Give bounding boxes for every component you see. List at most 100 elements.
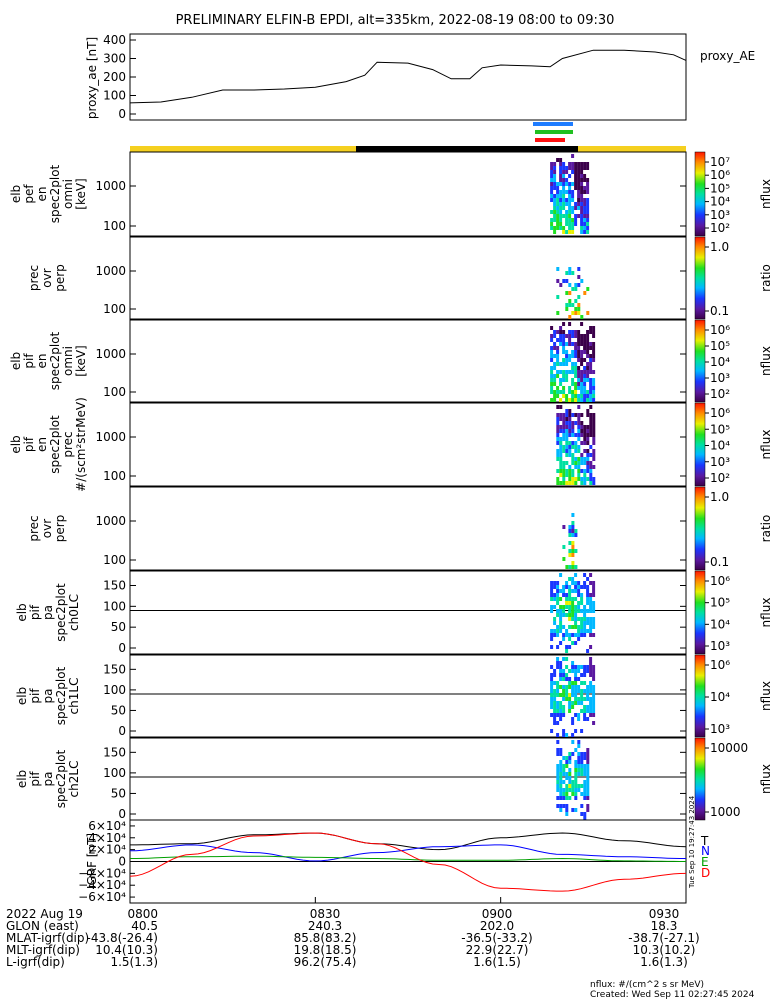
spec-cell <box>565 437 569 441</box>
footer-row-value: -38.7(-27.1) <box>628 931 699 945</box>
spec-cell <box>568 637 572 641</box>
spec-cell <box>562 804 566 808</box>
spec-cell <box>553 717 557 721</box>
spec-cell <box>559 441 563 445</box>
spec-cell <box>556 158 560 162</box>
spec-cell <box>562 589 566 593</box>
spec-cell <box>580 709 584 713</box>
spec-cell <box>586 230 590 234</box>
spec-cell <box>577 166 581 170</box>
spec-cell <box>571 589 575 593</box>
spec-cell <box>550 729 554 733</box>
spec-cell <box>586 784 590 788</box>
colorbar-tick-label: 10⁷ <box>710 155 730 169</box>
spec-cell <box>586 425 590 429</box>
spec-cell <box>583 218 587 222</box>
spec-cell <box>556 601 560 605</box>
spec-cell <box>559 709 563 713</box>
spec-cell <box>580 469 584 473</box>
spec-cell <box>577 788 581 792</box>
spec-cell <box>568 342 572 346</box>
spec-cell <box>550 210 554 214</box>
panel-ylabel-line: prec <box>61 431 75 457</box>
panel-ylabel-line: pif <box>28 688 42 704</box>
igrf-series-T <box>130 832 687 851</box>
spectrogram-panel-8: 150 100 50 0 elb pif pa spec2plot ch2LC <box>15 737 687 821</box>
spec-cell <box>583 752 587 756</box>
spec-cell <box>559 413 563 417</box>
spec-cell <box>550 681 554 685</box>
spec-cell <box>580 386 584 390</box>
spec-cell <box>562 593 566 597</box>
spec-cell <box>589 709 593 713</box>
spec-cell <box>562 796 566 800</box>
colorbar-3: 10⁶ 10⁵ 10⁴ 10³ 10² nflux <box>694 319 773 403</box>
spec-cell <box>559 481 563 485</box>
spec-cell <box>574 776 578 780</box>
spec-cell <box>592 605 596 609</box>
spec-cell <box>562 693 566 697</box>
spec-cell <box>553 713 557 717</box>
spec-cell <box>571 429 575 433</box>
spec-cell <box>556 764 560 768</box>
spec-cell <box>568 417 572 421</box>
spec-cell <box>565 593 569 597</box>
spec-cell <box>559 677 563 681</box>
spec-cell <box>592 457 596 461</box>
spec-cell <box>571 425 575 429</box>
spec-cell <box>562 378 566 382</box>
spec-cell <box>568 230 572 234</box>
spec-cell <box>550 637 554 641</box>
footer-note-nflux: nflux: #/(cm^2 s sr MeV) <box>590 980 704 990</box>
spec-cell <box>568 577 572 581</box>
panel-tick-label: 0 <box>118 641 126 655</box>
spec-cell <box>568 589 572 593</box>
igrf-tick-label: −2×10⁴ <box>78 866 126 880</box>
spec-cell <box>583 581 587 585</box>
spec-cell <box>577 374 581 378</box>
spec-cell <box>553 226 557 230</box>
spec-cell <box>562 162 566 166</box>
spec-cell <box>568 473 572 477</box>
spec-cell <box>562 279 566 283</box>
spec-cell <box>580 701 584 705</box>
spec-cell <box>550 338 554 342</box>
spec-cell <box>577 186 581 190</box>
spec-cell <box>592 342 596 346</box>
spec-cell <box>565 417 569 421</box>
spec-cell <box>562 413 566 417</box>
spec-cell <box>571 521 575 525</box>
colorbar-tick-label: 10⁴ <box>710 355 730 369</box>
colorbar-gradient <box>694 236 706 320</box>
spec-cell <box>586 665 590 669</box>
spec-cell <box>565 230 569 234</box>
spec-cell <box>580 390 584 394</box>
spec-cell <box>589 378 593 382</box>
spec-cell <box>589 645 593 649</box>
colorbar-tick-label: 10³ <box>710 208 730 222</box>
panel-ylabel-line: pa <box>41 772 55 787</box>
spec-cell <box>553 186 557 190</box>
spec-cell <box>556 226 560 230</box>
spec-cell <box>577 330 581 334</box>
spec-cell <box>580 334 584 338</box>
spec-cell <box>571 541 575 545</box>
spec-cell <box>565 429 569 433</box>
spec-cell <box>583 358 587 362</box>
spec-cell <box>586 287 590 291</box>
spec-cell <box>592 437 596 441</box>
spec-cell <box>592 625 596 629</box>
spec-cell <box>580 374 584 378</box>
spec-cell <box>568 481 572 485</box>
zone-marker-green <box>535 130 573 134</box>
spec-cell <box>565 812 569 816</box>
spec-cell <box>577 307 581 311</box>
spec-cell <box>550 162 554 166</box>
spec-cell <box>568 553 572 557</box>
spec-cell <box>574 764 578 768</box>
igrf-series-N <box>129 844 686 862</box>
spec-cell <box>553 669 557 673</box>
spec-cell <box>568 182 572 186</box>
spec-cell <box>562 657 566 661</box>
spec-cell <box>559 398 563 402</box>
